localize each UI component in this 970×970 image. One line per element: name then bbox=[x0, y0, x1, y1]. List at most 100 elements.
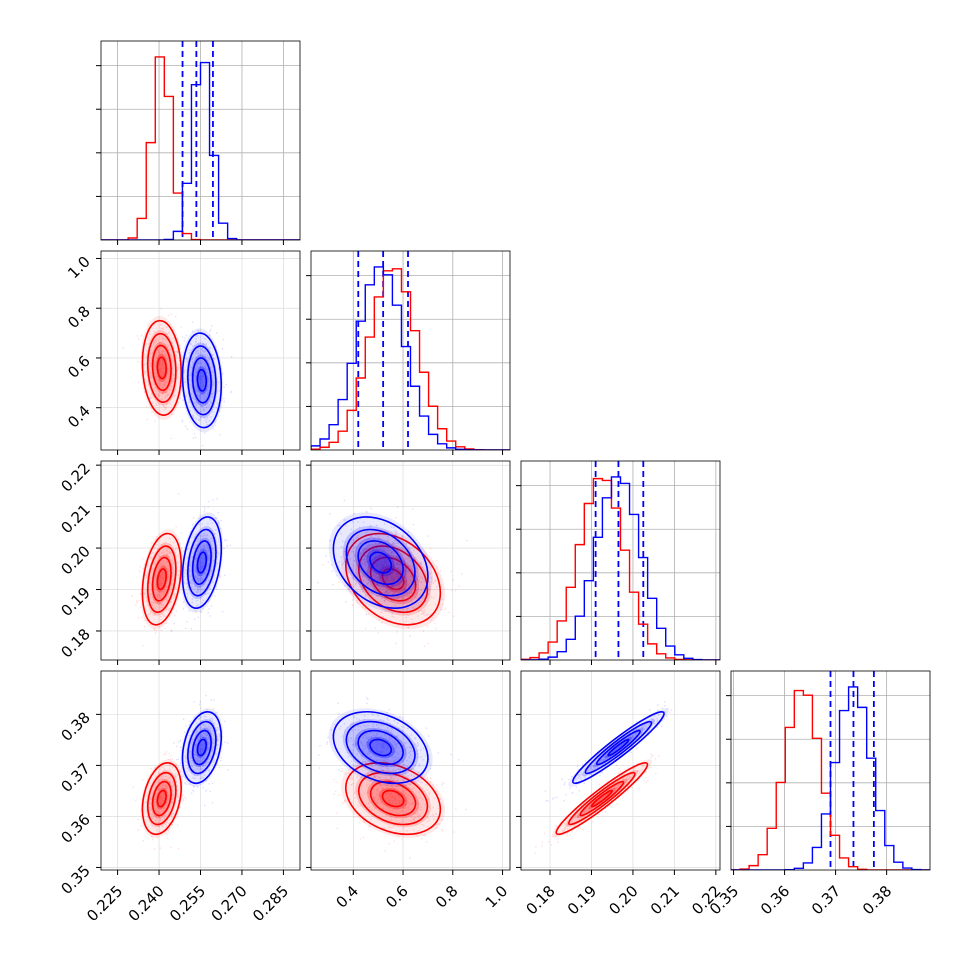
contour bbox=[181, 516, 223, 609]
y-tick-label: 0.38 bbox=[57, 708, 93, 744]
contour bbox=[187, 528, 217, 597]
contour bbox=[369, 551, 393, 574]
panel-content bbox=[521, 461, 720, 660]
density-fill bbox=[151, 341, 173, 394]
density-fill bbox=[588, 787, 616, 810]
panel-frame bbox=[730, 670, 931, 871]
density-fill bbox=[191, 354, 213, 407]
y-tick-label: 0.20 bbox=[57, 542, 93, 578]
contour bbox=[156, 789, 167, 808]
contour bbox=[369, 780, 417, 817]
density-0 bbox=[551, 759, 653, 838]
scatter-panel-x1-x3: 0.4 0.6 0.8 1.0 bbox=[306, 670, 512, 912]
histogram-series-1 bbox=[521, 476, 720, 660]
contour bbox=[579, 780, 625, 817]
contour bbox=[151, 556, 172, 602]
contour bbox=[181, 711, 223, 785]
contour bbox=[590, 789, 613, 808]
x-tick-label: 0.4 bbox=[332, 882, 362, 912]
contour bbox=[196, 738, 208, 757]
y-tick-label: 0.4 bbox=[64, 402, 94, 432]
y-tick-label: 0.8 bbox=[64, 302, 94, 332]
density-fill bbox=[140, 528, 184, 630]
x-tick-label: 0.285 bbox=[249, 882, 292, 925]
x-tick-label: 0.6 bbox=[382, 882, 412, 912]
panel-content bbox=[311, 461, 510, 660]
density-fill bbox=[140, 759, 184, 838]
contour bbox=[191, 729, 212, 766]
scatter-points-0 bbox=[122, 308, 191, 440]
contour bbox=[381, 568, 405, 591]
density-fill bbox=[576, 778, 627, 819]
contour bbox=[187, 720, 217, 775]
contour bbox=[196, 368, 208, 392]
panel-frame bbox=[520, 670, 721, 871]
contour bbox=[191, 357, 212, 404]
panel-content bbox=[521, 671, 720, 870]
scatter-panel-x1-x2 bbox=[306, 460, 511, 665]
contour bbox=[555, 762, 649, 836]
density-fill bbox=[593, 727, 644, 768]
density-1 bbox=[568, 708, 669, 787]
histogram-series-0 bbox=[521, 477, 720, 660]
density-fill bbox=[342, 526, 419, 600]
x-tick-label: 0.36 bbox=[757, 882, 793, 918]
contour bbox=[146, 771, 177, 826]
panel-frame bbox=[520, 460, 721, 661]
density-fill bbox=[341, 759, 446, 838]
density-fill bbox=[355, 769, 431, 828]
contour bbox=[357, 540, 404, 586]
contour bbox=[191, 540, 212, 586]
density-fill bbox=[568, 708, 669, 787]
hist-panel-x2 bbox=[516, 460, 721, 665]
contour bbox=[381, 789, 405, 808]
contour bbox=[146, 545, 177, 614]
x-tick-label: 0.270 bbox=[208, 882, 251, 925]
contour bbox=[607, 738, 630, 757]
x-tick-label: 1.0 bbox=[482, 882, 512, 912]
y-tick-label: 0.35 bbox=[57, 862, 93, 898]
contour bbox=[332, 711, 429, 785]
density-fill bbox=[180, 512, 224, 613]
contour bbox=[584, 720, 653, 775]
x-tick-label: 0.20 bbox=[605, 882, 641, 918]
x-tick-label: 0.38 bbox=[859, 882, 895, 918]
contour bbox=[181, 332, 223, 429]
y-tick-label: 0.19 bbox=[57, 584, 93, 620]
contour bbox=[345, 528, 416, 597]
x-tick-label: 0.225 bbox=[83, 882, 126, 925]
panel-content bbox=[311, 251, 510, 450]
contour bbox=[141, 532, 182, 626]
density-fill bbox=[565, 769, 639, 828]
contour bbox=[141, 762, 182, 836]
density-fill bbox=[180, 708, 224, 787]
panel-content bbox=[101, 671, 300, 870]
density-fill bbox=[366, 548, 395, 577]
contour bbox=[156, 356, 167, 380]
x-tick-label: 0.18 bbox=[522, 882, 558, 918]
contour bbox=[146, 332, 177, 403]
panel-content bbox=[731, 671, 930, 870]
contour bbox=[567, 771, 636, 826]
y-tick-label: 1.0 bbox=[64, 253, 94, 283]
hist-panel-x0 bbox=[96, 40, 301, 245]
panel-frame bbox=[310, 250, 511, 451]
panel-content bbox=[311, 671, 510, 870]
contour bbox=[151, 780, 172, 817]
density-0 bbox=[341, 759, 446, 838]
density-1 bbox=[180, 708, 224, 787]
contour bbox=[357, 729, 404, 766]
contour bbox=[345, 762, 442, 836]
x-tick-label: 0.8 bbox=[432, 882, 462, 912]
scatter-panel-x2-x3: 0.18 0.19 0.20 0.21 0.22 bbox=[516, 670, 725, 918]
contour bbox=[187, 345, 217, 416]
density-1 bbox=[180, 328, 224, 433]
density-fill bbox=[581, 718, 655, 777]
x-tick-label: 0.21 bbox=[647, 882, 683, 918]
contour bbox=[151, 344, 172, 392]
density-fill bbox=[328, 708, 433, 787]
density-0 bbox=[140, 759, 184, 838]
contour bbox=[595, 729, 641, 766]
panel-content bbox=[101, 41, 300, 240]
